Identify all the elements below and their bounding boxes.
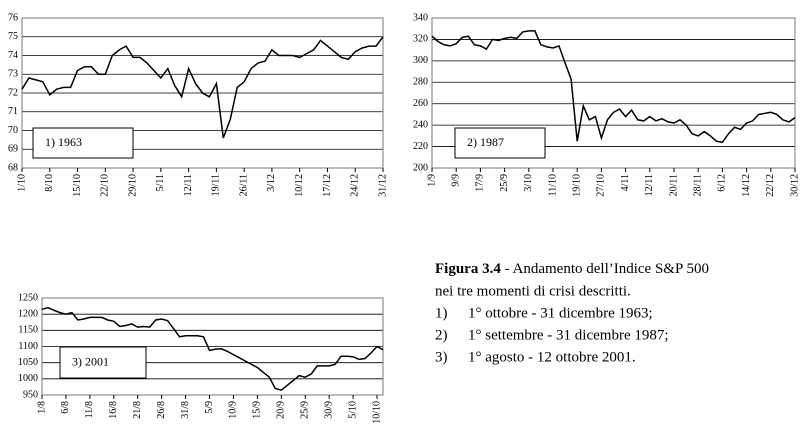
annotation: 3) 2001 xyxy=(72,354,109,368)
x-tick-label: 11/8 xyxy=(84,401,95,418)
y-tick-label: 1000 xyxy=(18,373,38,384)
x-tick-label: 15/9 xyxy=(252,401,263,419)
x-tick-label: 12/11 xyxy=(644,174,655,196)
y-tick-label: 240 xyxy=(413,119,428,130)
series-line xyxy=(41,306,384,391)
y-tick-label: 1150 xyxy=(18,325,38,336)
x-tick-label: 28/11 xyxy=(692,174,703,196)
x-tick-label: 8/10 xyxy=(44,174,55,192)
series-line xyxy=(21,36,384,139)
x-tick-label: 26/11 xyxy=(238,174,249,196)
y-tick-label: 73 xyxy=(8,69,18,80)
caption-text: - Andamento dell’Indice S&P 500 xyxy=(505,261,709,277)
y-tick-label: 220 xyxy=(413,141,428,152)
y-tick-label: 950 xyxy=(23,389,38,400)
plot-frame xyxy=(431,17,796,169)
x-tick-label: 10/10 xyxy=(371,401,382,424)
x-tick-label: 11/10 xyxy=(547,174,558,196)
x-tick-label: 21/8 xyxy=(132,401,143,419)
x-tick-label: 27/10 xyxy=(596,174,607,197)
x-tick-label: 6/12 xyxy=(717,174,728,192)
y-tick-label: 1200 xyxy=(18,308,38,319)
annotation-box xyxy=(59,346,147,379)
x-tick-label: 6/8 xyxy=(60,401,71,414)
series-line xyxy=(431,30,796,144)
annotation: 1) 1963 xyxy=(45,135,82,149)
x-tick-label: 25/9 xyxy=(300,401,311,419)
x-tick-label: 20/9 xyxy=(276,401,287,419)
item-text: 1° ottobre - 31 dicembre 1963; xyxy=(468,305,653,321)
y-tick-label: 200 xyxy=(413,162,428,173)
x-tick-label: 5/9 xyxy=(204,401,215,414)
y-tick-label: 320 xyxy=(413,34,428,45)
y-tick-label: 300 xyxy=(413,55,428,66)
item-num: 3) xyxy=(435,349,448,365)
x-tick-label: 19/11 xyxy=(211,174,222,196)
x-tick-label: 20/11 xyxy=(668,174,679,196)
x-tick-label: 17/9 xyxy=(475,174,486,192)
x-tick-label: 17/12 xyxy=(322,174,333,197)
caption-line: Figura 3.4 - Andamento dell’Indice S&P 5… xyxy=(435,261,709,277)
y-tick-label: 68 xyxy=(8,162,18,173)
y-tick-label: 1250 xyxy=(18,292,38,303)
x-tick-label: 4/11 xyxy=(620,174,631,191)
y-tick-label: 280 xyxy=(413,77,428,88)
item-text: 1° settembre - 31 dicembre 1987; xyxy=(468,327,669,343)
x-tick-label: 19/10 xyxy=(571,174,582,197)
x-tick-label: 31/12 xyxy=(377,174,388,197)
y-tick-label: 72 xyxy=(8,87,18,98)
y-tick-label: 340 xyxy=(413,12,428,23)
item-num: 1) xyxy=(435,305,448,321)
x-tick-label: 12/11 xyxy=(183,174,194,196)
x-tick-label: 30/9 xyxy=(323,401,334,419)
x-tick-label: 1/10 xyxy=(16,174,27,192)
y-tick-label: 260 xyxy=(413,98,428,109)
x-tick-label: 22/10 xyxy=(100,174,111,197)
y-tick-label: 1050 xyxy=(18,357,38,368)
plot-frame xyxy=(41,297,384,396)
x-tick-label: 30/12 xyxy=(789,174,800,197)
x-tick-label: 3/12 xyxy=(266,174,277,192)
x-tick-label: 5/10 xyxy=(347,401,358,419)
x-tick-label: 15/10 xyxy=(72,174,83,197)
x-tick-label: 10/9 xyxy=(228,401,239,419)
y-tick-label: 71 xyxy=(8,106,18,117)
annotation-box xyxy=(454,127,546,159)
x-tick-label: 10/12 xyxy=(294,174,305,197)
x-tick-label: 24/12 xyxy=(350,174,361,197)
y-tick-label: 74 xyxy=(8,50,18,61)
y-tick-label: 70 xyxy=(8,125,18,136)
x-tick-label: 1/9 xyxy=(426,174,437,187)
x-tick-label: 1/8 xyxy=(36,401,47,414)
y-tick-label: 69 xyxy=(8,144,18,155)
caption-text: nei tre momenti di crisi descritti. xyxy=(435,283,631,299)
x-tick-label: 9/9 xyxy=(450,174,461,187)
item-num: 2) xyxy=(435,327,448,343)
x-tick-label: 29/10 xyxy=(127,174,138,197)
x-tick-label: 3/10 xyxy=(523,174,534,192)
x-tick-label: 25/9 xyxy=(499,174,510,192)
x-tick-label: 14/12 xyxy=(741,174,752,197)
plot-frame xyxy=(21,17,384,169)
x-tick-label: 16/8 xyxy=(108,401,119,419)
y-tick-label: 76 xyxy=(8,12,18,23)
annotation-box xyxy=(32,127,134,159)
x-tick-label: 5/11 xyxy=(155,174,166,191)
x-tick-label: 22/12 xyxy=(765,174,776,197)
x-tick-label: 26/8 xyxy=(156,401,167,419)
caption-label: Figura 3.4 xyxy=(435,261,501,277)
x-tick-label: 31/8 xyxy=(180,401,191,419)
y-tick-label: 1100 xyxy=(18,341,38,352)
y-tick-label: 75 xyxy=(8,31,18,42)
item-text: 1° agosto - 12 ottobre 2001. xyxy=(468,349,636,365)
annotation: 2) 1987 xyxy=(467,135,504,149)
